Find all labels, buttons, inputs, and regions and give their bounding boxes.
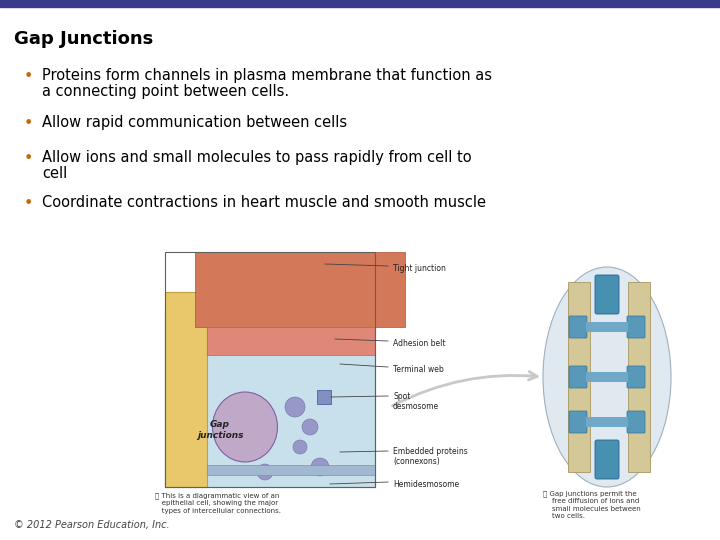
Bar: [0, 0, 720, 7]
Text: cell: cell: [42, 166, 67, 181]
Text: Terminal web: Terminal web: [393, 365, 444, 374]
Ellipse shape: [543, 267, 671, 487]
Text: •: •: [23, 116, 32, 131]
Text: Adhesion belt: Adhesion belt: [393, 339, 446, 348]
FancyBboxPatch shape: [569, 411, 587, 433]
Text: Allow ions and small molecules to pass rapidly from cell to: Allow ions and small molecules to pass r…: [42, 150, 472, 165]
Text: © 2012 Pearson Education, Inc.: © 2012 Pearson Education, Inc.: [14, 520, 170, 530]
Ellipse shape: [302, 419, 318, 435]
Text: Allow rapid communication between cells: Allow rapid communication between cells: [42, 115, 347, 130]
FancyBboxPatch shape: [627, 366, 645, 388]
Text: Proteins form channels in plasma membrane that function as: Proteins form channels in plasma membran…: [42, 68, 492, 83]
Bar: [165, 292, 207, 487]
Text: Gap
junctions: Gap junctions: [197, 420, 243, 440]
FancyBboxPatch shape: [595, 440, 619, 479]
Bar: [165, 252, 375, 487]
Text: •: •: [23, 196, 32, 211]
Ellipse shape: [285, 397, 305, 417]
Bar: [207, 465, 375, 475]
Bar: [568, 282, 590, 472]
FancyBboxPatch shape: [595, 275, 619, 314]
FancyBboxPatch shape: [569, 366, 587, 388]
Text: Spot
desmosome: Spot desmosome: [393, 392, 439, 411]
FancyBboxPatch shape: [195, 252, 405, 327]
Text: Hemidesmosome: Hemidesmosome: [393, 480, 459, 489]
Ellipse shape: [257, 464, 273, 480]
Text: Tight junction: Tight junction: [393, 264, 446, 273]
Text: Ⓐ This is a diagrammatic view of an
   epithelial cell, showing the major
   typ: Ⓐ This is a diagrammatic view of an epit…: [155, 492, 281, 514]
Text: Coordinate contractions in heart muscle and smooth muscle: Coordinate contractions in heart muscle …: [42, 195, 486, 210]
FancyBboxPatch shape: [569, 316, 587, 338]
Bar: [628, 282, 650, 472]
Text: Ⓑ Gap junctions permit the
    free diffusion of ions and
    small molecules be: Ⓑ Gap junctions permit the free diffusio…: [543, 490, 641, 519]
FancyArrowPatch shape: [392, 372, 537, 406]
Text: •: •: [23, 151, 32, 166]
Ellipse shape: [212, 392, 277, 462]
FancyBboxPatch shape: [207, 327, 375, 355]
Ellipse shape: [293, 440, 307, 454]
Text: •: •: [23, 69, 32, 84]
Text: a connecting point between cells.: a connecting point between cells.: [42, 84, 289, 99]
Bar: [165, 312, 375, 487]
FancyBboxPatch shape: [627, 316, 645, 338]
FancyBboxPatch shape: [627, 411, 645, 433]
Bar: [586, 372, 628, 382]
Ellipse shape: [311, 458, 329, 476]
Text: Embedded proteins
(connexons): Embedded proteins (connexons): [393, 447, 468, 467]
Bar: [586, 322, 628, 332]
Bar: [586, 417, 628, 427]
Text: Gap Junctions: Gap Junctions: [14, 30, 153, 48]
Bar: [317, 390, 331, 404]
